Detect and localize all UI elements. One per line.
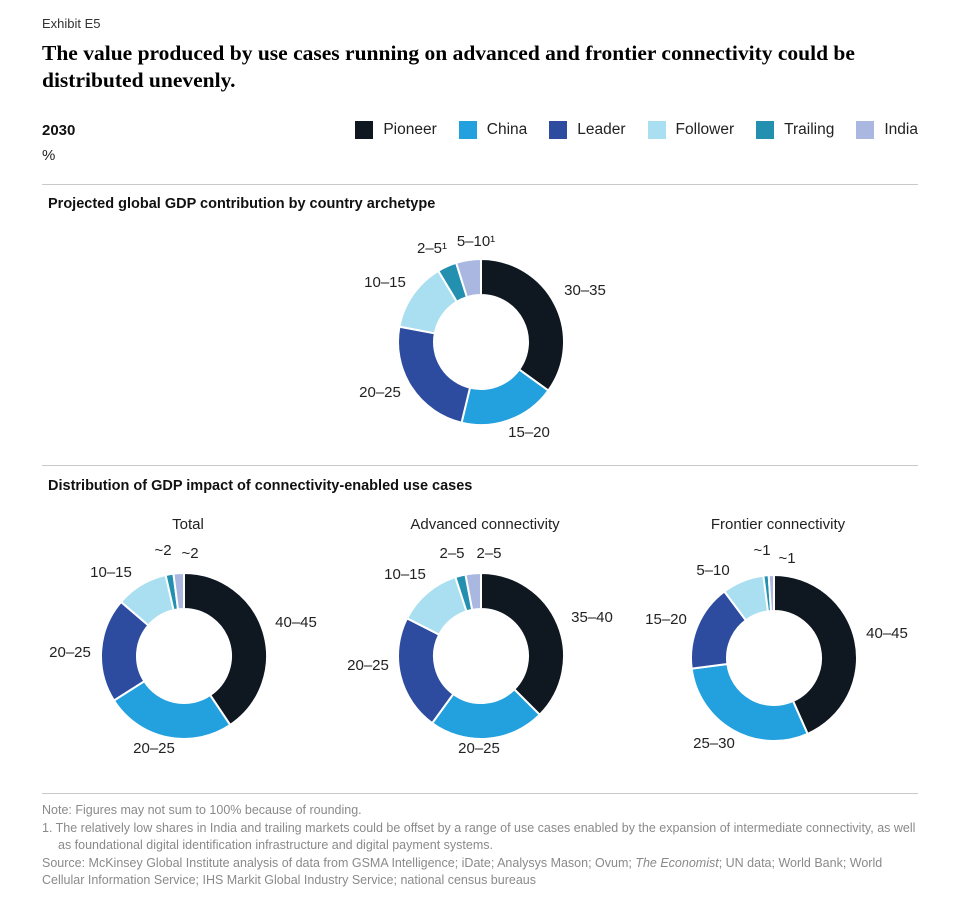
- slice-label: 35–40: [571, 609, 613, 626]
- legend: Pioneer China Leader Follower Trailing I…: [355, 121, 918, 139]
- donut-slice-india: [454, 257, 482, 299]
- source-italic: The Economist: [635, 855, 719, 870]
- source-prefix: Source: McKinsey Global Institute analys…: [42, 855, 636, 870]
- slice-label: 20–25: [49, 644, 91, 661]
- donut-slice-pioneer: [183, 571, 268, 727]
- slice-label: 20–25: [359, 384, 401, 401]
- donut-slice-pioneer: [480, 257, 565, 392]
- source-suffix: ; UN data; World Bank; World Cellular In…: [42, 855, 883, 888]
- legend-swatch: [647, 121, 666, 139]
- slice-label: 5–10: [696, 562, 729, 579]
- legend-label: Leader: [577, 121, 626, 138]
- slice-label: ~2: [154, 542, 171, 559]
- slice-label: 10–15: [384, 566, 426, 583]
- slice-label: 20–25: [133, 740, 175, 757]
- section-title-gdp-impact: Distribution of GDP impact of connectivi…: [48, 478, 473, 494]
- donut-chart: 30–35 15–20 20–25 10–15 2–5¹ 5–10¹: [359, 233, 606, 441]
- slice-label: 40–45: [275, 614, 317, 631]
- slice-label: ~1: [778, 550, 795, 567]
- legend-label: India: [884, 121, 918, 138]
- legend-swatch: [458, 121, 477, 139]
- legend-item-pioneer: Pioneer: [355, 121, 437, 139]
- legend-swatch: [756, 121, 775, 139]
- donut-slice-pioneer: [480, 571, 565, 717]
- donut-slice-india: [464, 571, 482, 612]
- donut-slice-india: [767, 573, 775, 613]
- donut-title: Advanced connectivity: [410, 516, 560, 533]
- slice-label: 15–20: [645, 611, 687, 628]
- slice-label: 10–15: [364, 274, 406, 291]
- note-text: Note: Figures may not sum to 100% becaus…: [42, 803, 362, 817]
- year-label: 2030: [42, 122, 76, 139]
- unit-label: %: [42, 147, 56, 164]
- chart-title: The value produced by use cases running …: [42, 41, 855, 92]
- legend-item-follower: Follower: [647, 121, 735, 139]
- source-text: Source: McKinsey Global Institute analys…: [42, 855, 922, 890]
- divider: [42, 184, 918, 185]
- slice-label: 30–35: [564, 282, 606, 299]
- legend-label: Pioneer: [383, 121, 437, 138]
- legend-swatch: [549, 121, 568, 139]
- legend-item-leader: Leader: [549, 121, 626, 139]
- legend-label: Trailing: [784, 121, 835, 138]
- slice-label: ~1: [753, 542, 770, 559]
- donut-slice-india: [172, 571, 185, 611]
- slice-label: 5–10¹: [457, 233, 495, 250]
- slice-label: 40–45: [866, 625, 908, 642]
- slice-label: 20–25: [458, 740, 500, 757]
- legend-swatch: [856, 121, 875, 139]
- donut-slice-china: [690, 662, 809, 742]
- legend-label: China: [486, 121, 528, 138]
- section-title-gdp-contribution: Projected global GDP contribution by cou…: [48, 196, 436, 212]
- donut-slice-leader: [397, 325, 472, 424]
- donut-chart: Frontier connectivity 40–45 25–30 15–20 5–10…: [645, 516, 908, 752]
- divider: [42, 465, 918, 466]
- footnotes: Note: Figures may not sum to 100% becaus…: [42, 802, 922, 890]
- donut-chart: Total 40–45 20–25 20–25 10–15 ~2 ~2: [49, 516, 317, 757]
- slice-label: 25–30: [693, 735, 735, 752]
- divider: [42, 793, 918, 794]
- donut-title: Frontier connectivity: [711, 516, 846, 533]
- slice-label: 15–20: [508, 424, 550, 441]
- exhibit-label: Exhibit E5: [42, 16, 101, 31]
- legend-item-trailing: Trailing: [756, 121, 834, 139]
- slice-label: 20–25: [347, 657, 389, 674]
- legend-item-china: China: [458, 121, 528, 139]
- donut-slice-pioneer: [773, 573, 858, 736]
- footnote-1: 1. The relatively low shares in India an…: [42, 820, 916, 853]
- slice-label: 2–5: [439, 545, 464, 562]
- donut-title: Total: [172, 516, 204, 533]
- slice-label: 2–5¹: [417, 240, 447, 257]
- legend-swatch: [355, 121, 374, 139]
- slice-label: 10–15: [90, 564, 132, 581]
- slice-label: 2–5: [476, 545, 501, 562]
- legend-item-india: India: [856, 121, 918, 139]
- donut-chart: Advanced connectivity 35–40 20–25 20–25 10–1…: [347, 516, 613, 757]
- slice-label: ~2: [181, 545, 198, 562]
- legend-label: Follower: [675, 121, 735, 138]
